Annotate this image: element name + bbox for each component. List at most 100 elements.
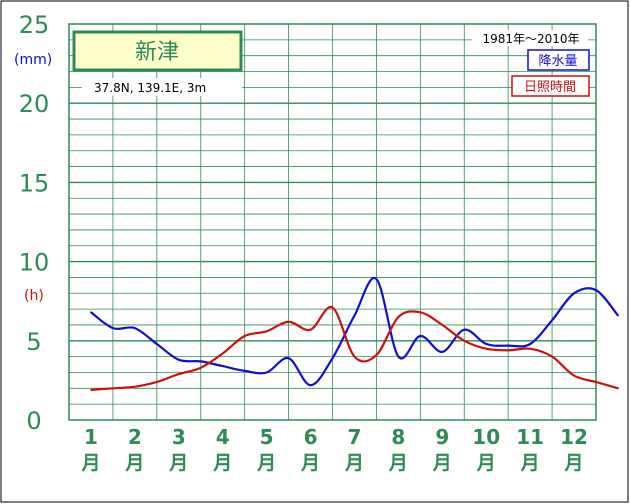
station-title: 新津 <box>135 40 179 65</box>
data-point <box>155 381 158 383</box>
data-point <box>441 324 444 326</box>
data-point <box>287 357 290 360</box>
month-number-label: 6 <box>304 425 318 449</box>
data-point <box>573 292 575 295</box>
sunshine-series <box>90 305 619 391</box>
data-point <box>551 355 553 358</box>
y-tick-label: 10 <box>19 249 50 277</box>
month-number-label: 10 <box>472 425 500 449</box>
month-number-label: 9 <box>435 425 449 449</box>
data-point <box>507 344 510 347</box>
location-backdrop <box>82 78 242 96</box>
month-number-label: 3 <box>172 425 186 449</box>
month-number-label: 8 <box>391 425 405 449</box>
y-axis-ticks: 0 5 10 15 20 25 <box>19 11 50 435</box>
data-point <box>617 387 619 390</box>
data-point <box>90 311 92 314</box>
month-number-label: 12 <box>560 425 588 449</box>
month-number-label: 5 <box>260 425 274 449</box>
data-point <box>90 389 92 391</box>
month-unit-label: 月 <box>388 452 408 474</box>
data-point <box>112 387 114 390</box>
month-number-label: 4 <box>216 425 230 449</box>
legend-label-precip: 降水量 <box>538 54 577 69</box>
data-point <box>617 314 619 317</box>
month-unit-label: 月 <box>212 452 232 474</box>
data-point <box>353 355 356 358</box>
data-point <box>375 278 378 280</box>
legend-label-sunshine: 日照時間 <box>524 80 576 95</box>
data-point <box>595 289 597 291</box>
data-point <box>353 314 356 317</box>
data-point <box>441 351 444 353</box>
month-unit-label: 月 <box>432 452 452 474</box>
data-point <box>134 385 136 388</box>
grid-lines <box>69 24 596 420</box>
precip-unit-label: (mm) <box>14 52 52 68</box>
data-point <box>529 347 531 350</box>
month-unit-label: 月 <box>124 452 144 474</box>
data-point <box>134 327 136 329</box>
data-point <box>265 371 268 374</box>
month-number-label: 1 <box>84 425 98 449</box>
month-number-label: 7 <box>347 425 361 449</box>
data-point <box>112 327 114 329</box>
data-point <box>419 335 422 337</box>
data-point <box>375 354 378 356</box>
data-point <box>397 316 400 318</box>
data-point <box>551 319 553 322</box>
month-unit-label: 月 <box>344 452 364 474</box>
location-label: 37.8N, 139.1E, 3m <box>94 81 206 95</box>
data-point <box>287 320 290 323</box>
y-tick-label: 15 <box>19 169 50 197</box>
data-point <box>309 384 312 387</box>
data-point <box>463 328 466 331</box>
data-point <box>529 343 531 345</box>
data-point <box>397 355 400 358</box>
y-tick-label: 20 <box>19 90 50 118</box>
month-unit-label: 月 <box>520 452 540 474</box>
month-number-label: 11 <box>516 425 544 449</box>
data-point <box>419 311 422 314</box>
y-tick-label: 5 <box>26 328 41 356</box>
title-box <box>72 30 243 72</box>
data-point <box>243 335 246 337</box>
month-unit-label: 月 <box>476 452 496 474</box>
month-unit-label: 月 <box>256 452 276 474</box>
series-layer <box>90 276 619 391</box>
x-axis-ticks: 1 月 2 月 3 月 4 月 5 月 6 月 7 月 8 月 9 月 10 月 11 月 12 月 <box>80 425 588 474</box>
data-point <box>221 365 224 367</box>
period-backdrop <box>472 30 588 46</box>
data-point <box>507 349 510 352</box>
legend-box-precip <box>527 49 590 71</box>
y-tick-label: 0 <box>26 407 41 435</box>
data-point <box>331 306 334 309</box>
month-number-label: 2 <box>128 425 142 449</box>
sunshine-unit-label: (h) <box>24 288 44 304</box>
data-point <box>485 343 488 345</box>
data-point <box>243 370 246 372</box>
data-point <box>463 339 466 342</box>
month-unit-label: 月 <box>80 452 100 474</box>
data-point <box>331 357 334 360</box>
y-tick-label: 25 <box>19 11 50 39</box>
data-point <box>573 374 575 377</box>
data-point <box>485 347 488 350</box>
precipitation-series <box>90 276 619 387</box>
legend-box-sunshine <box>511 75 590 97</box>
data-point <box>177 373 180 375</box>
month-unit-label: 月 <box>564 452 584 474</box>
data-point <box>199 360 202 363</box>
data-point <box>199 366 202 369</box>
data-point <box>265 330 268 333</box>
data-point <box>177 358 180 361</box>
data-point <box>309 328 312 331</box>
data-point <box>595 381 597 383</box>
data-point <box>155 343 158 345</box>
period-label: 1981年〜2010年 <box>482 32 579 46</box>
data-point <box>221 352 224 355</box>
month-unit-label: 月 <box>300 452 320 474</box>
month-unit-label: 月 <box>168 452 188 474</box>
